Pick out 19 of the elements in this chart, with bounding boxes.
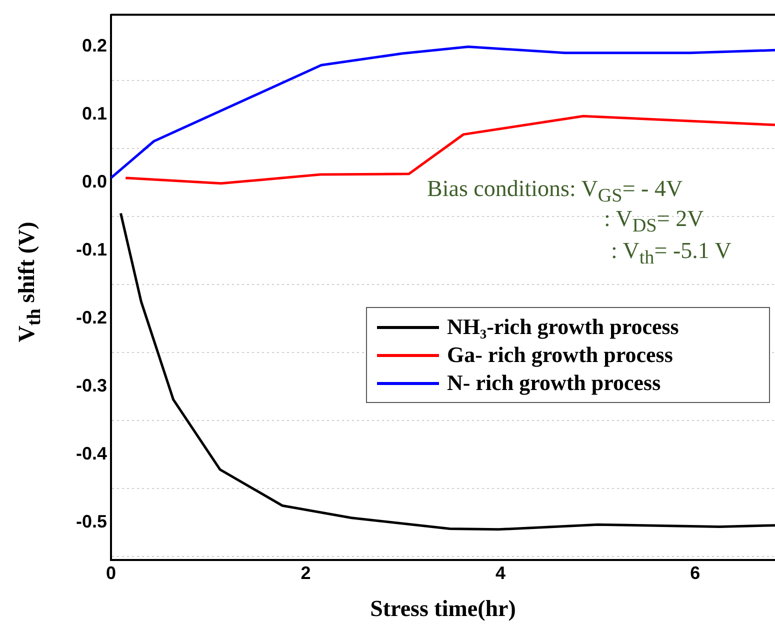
- x-tick-label: 6: [690, 562, 700, 583]
- x-tick-label: 0: [106, 562, 116, 583]
- annotation: : V$_{DS}$= 2V: [604, 206, 704, 238]
- y-tick-label: -0.1: [76, 240, 107, 260]
- y-tick-label: 0.1: [82, 104, 107, 124]
- x-axis-title: Stress time(hr): [370, 596, 516, 622]
- x-tick-label: 4: [495, 562, 506, 583]
- y-tick-label: 0.0: [82, 172, 107, 192]
- y-tick-label: -0.4: [76, 444, 107, 464]
- legend-label: Ga- rich growth process: [447, 342, 673, 368]
- y-tick-label: -0.3: [76, 376, 107, 396]
- legend-label: NH₃-rich growth process: [447, 314, 679, 340]
- annotation: : V$_{th}$= -5.1 V: [611, 238, 732, 270]
- legend-label: N- rich growth process: [447, 370, 661, 396]
- annotation: Bias conditions: V$_{GS}$= - 4V: [427, 176, 683, 208]
- y-tick-label: -0.2: [76, 308, 107, 328]
- x-tick-label: 2: [300, 562, 311, 583]
- y-tick-label: -0.5: [76, 512, 107, 532]
- y-tick-label: 0.2: [82, 36, 107, 56]
